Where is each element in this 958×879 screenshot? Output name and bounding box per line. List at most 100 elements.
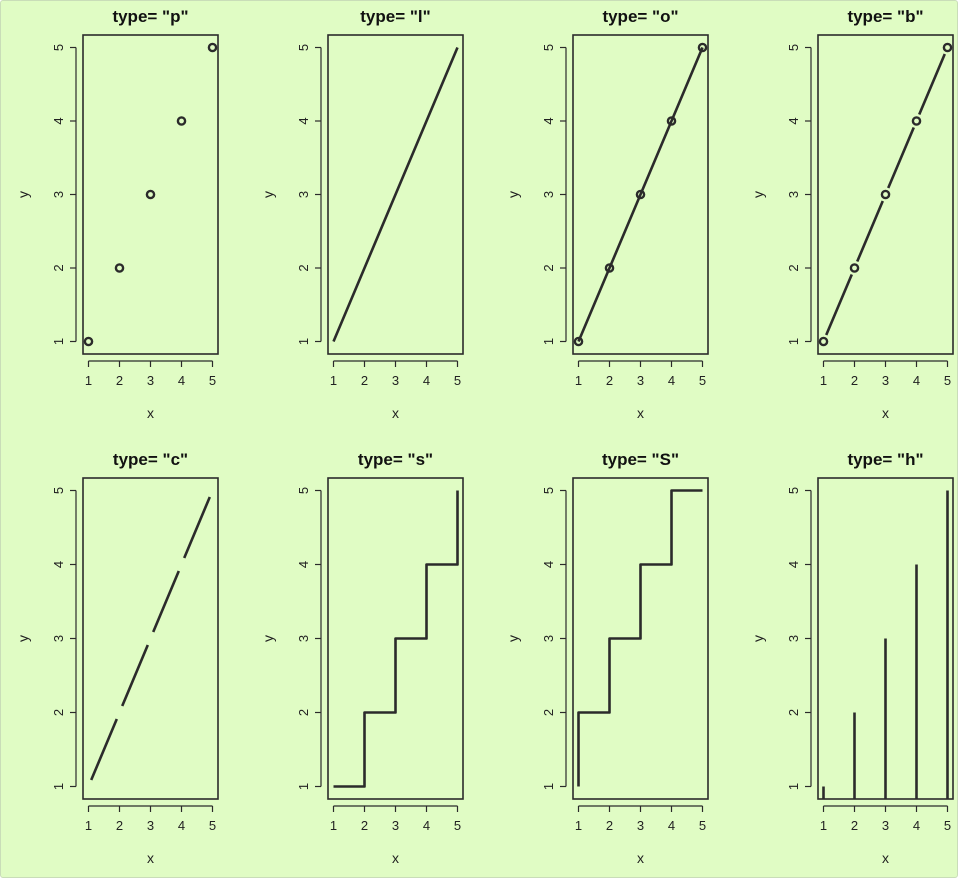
x-axis-label: x (147, 405, 154, 421)
x-tick-label: 1 (330, 373, 337, 388)
y-axis-label: y (750, 191, 766, 198)
series-line (577, 46, 704, 343)
x-axis-label: x (882, 405, 889, 421)
y-tick-label: 4 (296, 561, 311, 568)
x-tick-label: 5 (699, 818, 706, 833)
data-point (604, 263, 615, 273)
y-tick-label: 5 (786, 44, 801, 51)
y-tick-label: 2 (296, 709, 311, 716)
x-tick-label: 3 (637, 373, 644, 388)
data-point (849, 263, 860, 273)
y-tick-label: 4 (51, 561, 66, 568)
y-tick-label: 1 (296, 338, 311, 345)
x-tick-label: 1 (820, 373, 827, 388)
y-tick-label: 1 (51, 338, 66, 345)
y-tick-label: 5 (786, 487, 801, 494)
x-tick-label: 5 (209, 818, 216, 833)
x-tick-label: 5 (209, 373, 216, 388)
x-tick-label: 4 (178, 373, 185, 388)
x-axis-label: x (637, 405, 644, 421)
x-tick-label: 3 (147, 373, 154, 388)
x-tick-label: 4 (668, 373, 675, 388)
x-tick-label: 1 (820, 818, 827, 833)
data-point (880, 189, 891, 200)
y-tick-label: 5 (296, 487, 311, 494)
plot-frame (82, 34, 219, 355)
y-tick-label: 4 (786, 561, 801, 568)
series-segment (90, 718, 118, 781)
data-point (911, 116, 922, 126)
series-segment (918, 53, 946, 116)
y-tick-label: 4 (296, 117, 311, 124)
x-tick-label: 1 (575, 818, 582, 833)
x-tick-label: 2 (361, 373, 368, 388)
series-segment (121, 644, 149, 707)
x-axis-label: x (392, 405, 399, 421)
data-point (635, 189, 646, 200)
y-tick-label: 2 (51, 264, 66, 271)
y-tick-label: 1 (541, 338, 556, 345)
y-tick-label: 2 (296, 264, 311, 271)
x-tick-label: 2 (116, 818, 123, 833)
y-tick-label: 2 (51, 709, 66, 716)
series-segment (183, 496, 211, 559)
y-axis-label: y (260, 635, 276, 642)
x-tick-label: 2 (361, 818, 368, 833)
y-tick-label: 3 (296, 191, 311, 198)
data-point (145, 189, 156, 200)
x-tick-label: 2 (606, 818, 613, 833)
series-segment (825, 273, 853, 336)
panel-s: type= "s" 1 2 3 4 5 x 1 2 3 4 5 y (260, 450, 464, 866)
y-tick-label: 3 (786, 191, 801, 198)
x-axis-label: x (882, 850, 889, 866)
y-tick-label: 4 (51, 117, 66, 124)
series-step-line (333, 490, 459, 788)
y-axis-label: y (15, 191, 31, 198)
data-point (942, 42, 953, 53)
y-tick-label: 2 (541, 264, 556, 271)
data-point (83, 336, 94, 347)
panel-S: type= "S" 1 2 3 4 5 x 1 2 3 4 5 y (505, 450, 709, 866)
y-axis-label: y (750, 635, 766, 642)
plot-frame (817, 34, 954, 355)
x-tick-label: 1 (85, 818, 92, 833)
y-axis-label: y (505, 191, 521, 198)
plot-frame (327, 477, 464, 800)
plot-frame (572, 34, 709, 355)
data-point (697, 42, 708, 53)
x-axis-label: x (392, 850, 399, 866)
panel-o: type= "o" 1 2 3 4 5 x 1 2 3 4 5 y (505, 7, 709, 421)
x-axis-label: x (637, 850, 644, 866)
y-tick-label: 3 (296, 635, 311, 642)
data-point (666, 116, 677, 126)
panel-c: type= "c" 1 2 3 4 5 x 1 2 3 4 5 y (15, 450, 219, 866)
panel-title: type= "S" (602, 450, 679, 469)
panel-l: type= "l" 1 2 3 4 5 x 1 2 3 4 5 y (260, 7, 464, 421)
x-tick-label: 2 (116, 373, 123, 388)
y-axis-label: y (260, 191, 276, 198)
x-tick-label: 5 (454, 818, 461, 833)
x-tick-label: 2 (851, 373, 858, 388)
y-tick-label: 1 (786, 338, 801, 345)
panel-h: type= "h" 1 2 3 4 5 x 1 2 3 4 5 y (750, 450, 954, 866)
x-tick-label: 3 (637, 818, 644, 833)
y-axis-label: y (15, 635, 31, 642)
x-tick-label: 2 (606, 373, 613, 388)
x-tick-label: 1 (575, 373, 582, 388)
plot-frame (327, 34, 464, 355)
x-tick-label: 4 (913, 818, 920, 833)
x-tick-label: 4 (423, 818, 430, 833)
y-tick-label: 4 (786, 117, 801, 124)
y-tick-label: 1 (51, 783, 66, 790)
y-tick-label: 2 (786, 264, 801, 271)
series-segment (887, 126, 915, 189)
panel-title: type= "b" (847, 7, 923, 26)
x-tick-label: 4 (913, 373, 920, 388)
y-tick-label: 4 (541, 561, 556, 568)
y-tick-label: 3 (541, 191, 556, 198)
y-tick-label: 2 (786, 709, 801, 716)
panel-title: type= "h" (847, 450, 923, 469)
y-tick-label: 4 (541, 117, 556, 124)
